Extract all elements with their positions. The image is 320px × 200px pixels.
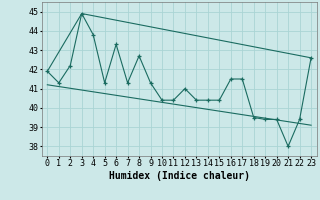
X-axis label: Humidex (Indice chaleur): Humidex (Indice chaleur) (109, 171, 250, 181)
